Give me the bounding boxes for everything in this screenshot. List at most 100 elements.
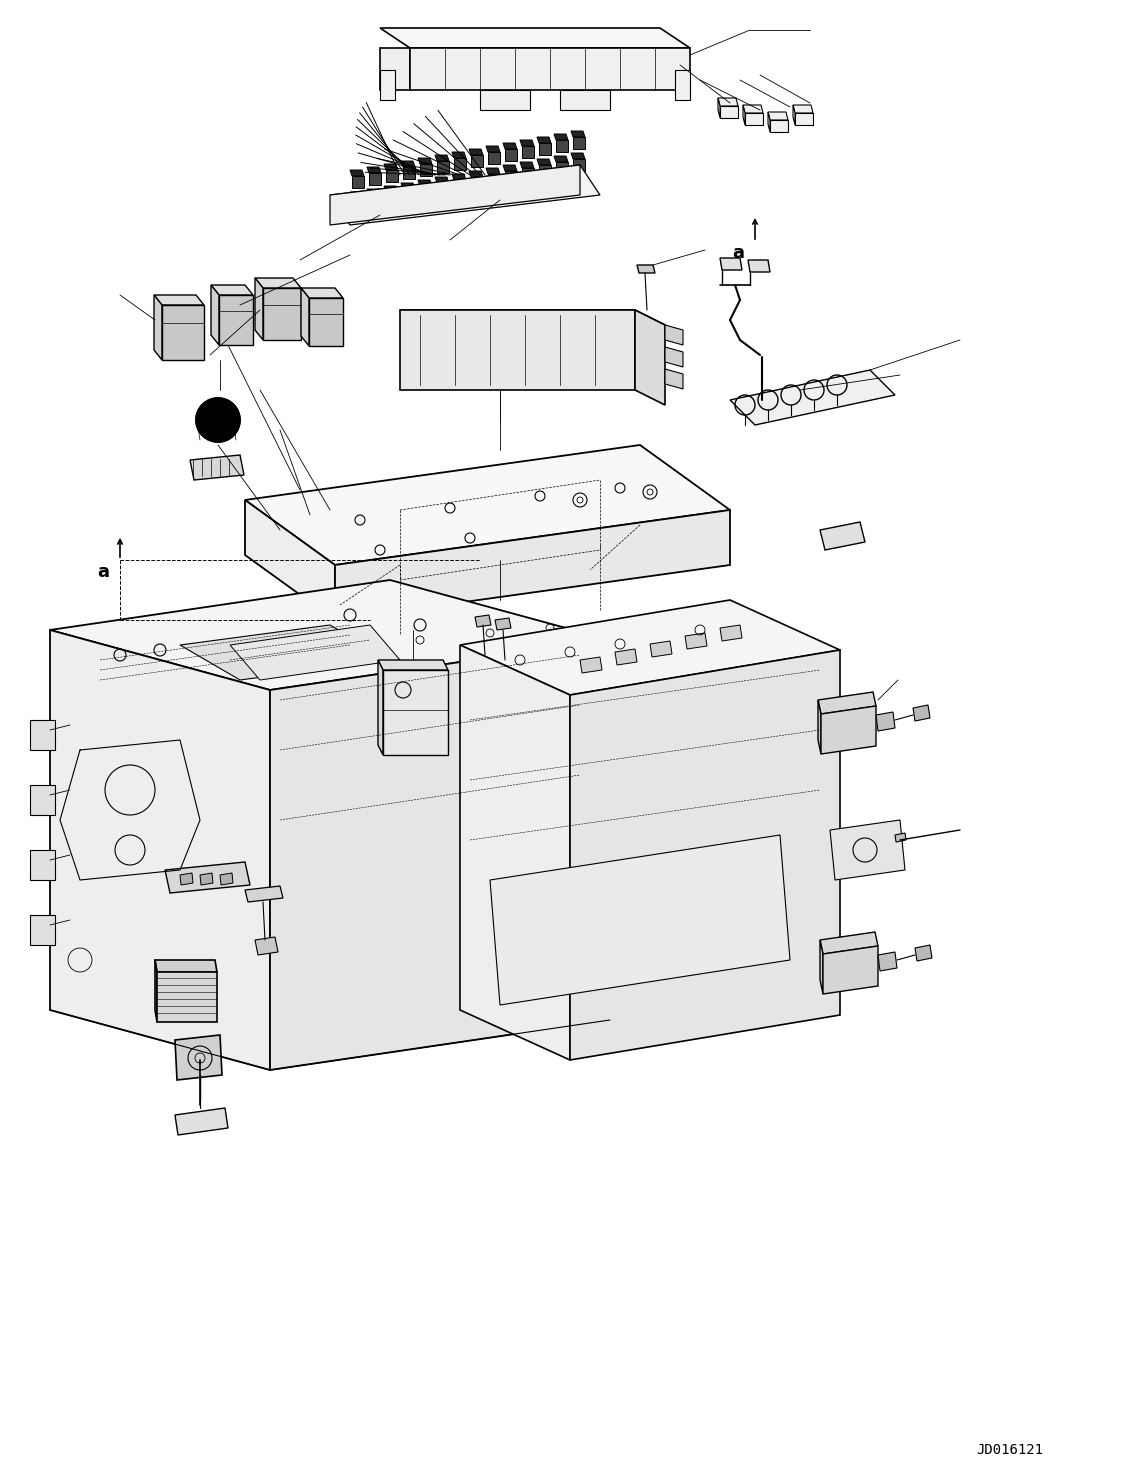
Polygon shape bbox=[435, 177, 449, 183]
Polygon shape bbox=[369, 172, 382, 186]
Polygon shape bbox=[818, 691, 876, 713]
Polygon shape bbox=[384, 164, 398, 170]
Polygon shape bbox=[913, 705, 931, 721]
Polygon shape bbox=[200, 873, 213, 884]
Polygon shape bbox=[255, 279, 301, 287]
Polygon shape bbox=[720, 625, 741, 641]
Polygon shape bbox=[675, 69, 690, 100]
Polygon shape bbox=[718, 97, 720, 118]
Polygon shape bbox=[367, 167, 382, 172]
Polygon shape bbox=[637, 265, 655, 273]
Polygon shape bbox=[503, 143, 517, 149]
Polygon shape bbox=[454, 180, 466, 192]
Polygon shape bbox=[401, 183, 415, 189]
Polygon shape bbox=[876, 712, 895, 731]
Polygon shape bbox=[571, 131, 585, 137]
Polygon shape bbox=[820, 522, 865, 550]
Polygon shape bbox=[211, 284, 219, 345]
Polygon shape bbox=[480, 90, 530, 111]
Polygon shape bbox=[505, 171, 517, 183]
Polygon shape bbox=[571, 153, 585, 159]
Polygon shape bbox=[245, 500, 335, 621]
Polygon shape bbox=[539, 165, 551, 177]
Polygon shape bbox=[437, 161, 449, 172]
Polygon shape bbox=[770, 119, 788, 133]
Polygon shape bbox=[245, 445, 730, 565]
Polygon shape bbox=[472, 155, 483, 167]
Circle shape bbox=[196, 398, 240, 442]
Polygon shape bbox=[378, 660, 448, 671]
Polygon shape bbox=[175, 1035, 222, 1080]
Polygon shape bbox=[820, 940, 823, 993]
Text: a: a bbox=[97, 563, 109, 581]
Polygon shape bbox=[768, 112, 788, 119]
Polygon shape bbox=[401, 161, 415, 167]
Polygon shape bbox=[823, 946, 878, 993]
Polygon shape bbox=[437, 183, 449, 195]
Polygon shape bbox=[309, 298, 343, 346]
Polygon shape bbox=[154, 295, 204, 305]
Polygon shape bbox=[536, 137, 551, 143]
Polygon shape bbox=[270, 640, 611, 1070]
Polygon shape bbox=[454, 158, 466, 170]
Polygon shape bbox=[330, 165, 600, 226]
Polygon shape bbox=[386, 170, 398, 181]
Polygon shape bbox=[469, 149, 483, 155]
Polygon shape bbox=[403, 167, 415, 178]
Polygon shape bbox=[486, 146, 500, 152]
Polygon shape bbox=[255, 937, 278, 955]
Polygon shape bbox=[263, 287, 301, 340]
Polygon shape bbox=[821, 706, 876, 755]
Polygon shape bbox=[420, 186, 432, 198]
Polygon shape bbox=[157, 971, 218, 1021]
Polygon shape bbox=[255, 279, 263, 340]
Polygon shape bbox=[830, 820, 906, 880]
Polygon shape bbox=[636, 310, 665, 405]
Polygon shape bbox=[350, 192, 364, 198]
Polygon shape bbox=[539, 143, 551, 155]
Polygon shape bbox=[350, 170, 364, 175]
Polygon shape bbox=[665, 368, 683, 389]
Polygon shape bbox=[452, 152, 466, 158]
Polygon shape bbox=[556, 140, 568, 152]
Polygon shape bbox=[748, 259, 770, 273]
Polygon shape bbox=[490, 834, 790, 1005]
Polygon shape bbox=[745, 113, 763, 125]
Polygon shape bbox=[895, 833, 906, 842]
Polygon shape bbox=[472, 177, 483, 189]
Polygon shape bbox=[743, 105, 763, 113]
Polygon shape bbox=[522, 168, 534, 180]
Polygon shape bbox=[793, 105, 795, 125]
Polygon shape bbox=[452, 174, 466, 180]
Polygon shape bbox=[915, 945, 932, 961]
Polygon shape bbox=[475, 615, 491, 626]
Polygon shape bbox=[378, 660, 383, 755]
Polygon shape bbox=[175, 1108, 228, 1135]
Polygon shape bbox=[820, 932, 878, 954]
Polygon shape bbox=[180, 873, 192, 884]
Polygon shape bbox=[400, 310, 636, 391]
Polygon shape bbox=[369, 195, 382, 206]
Polygon shape bbox=[505, 149, 517, 161]
Polygon shape bbox=[665, 346, 683, 367]
Polygon shape bbox=[418, 180, 432, 186]
Polygon shape bbox=[469, 171, 483, 177]
Text: JD016121: JD016121 bbox=[976, 1443, 1043, 1456]
Polygon shape bbox=[165, 862, 249, 893]
Polygon shape bbox=[245, 886, 282, 902]
Polygon shape bbox=[383, 671, 448, 755]
Polygon shape bbox=[335, 510, 730, 621]
Polygon shape bbox=[495, 618, 511, 629]
Polygon shape bbox=[665, 324, 683, 345]
Polygon shape bbox=[154, 295, 162, 360]
Polygon shape bbox=[536, 159, 551, 165]
Polygon shape bbox=[403, 189, 415, 200]
Polygon shape bbox=[50, 629, 270, 1070]
Polygon shape bbox=[720, 106, 738, 118]
Polygon shape bbox=[768, 112, 770, 133]
Polygon shape bbox=[460, 600, 839, 696]
Polygon shape bbox=[380, 49, 410, 90]
Polygon shape bbox=[720, 258, 741, 270]
Polygon shape bbox=[211, 284, 253, 295]
Polygon shape bbox=[220, 873, 233, 884]
